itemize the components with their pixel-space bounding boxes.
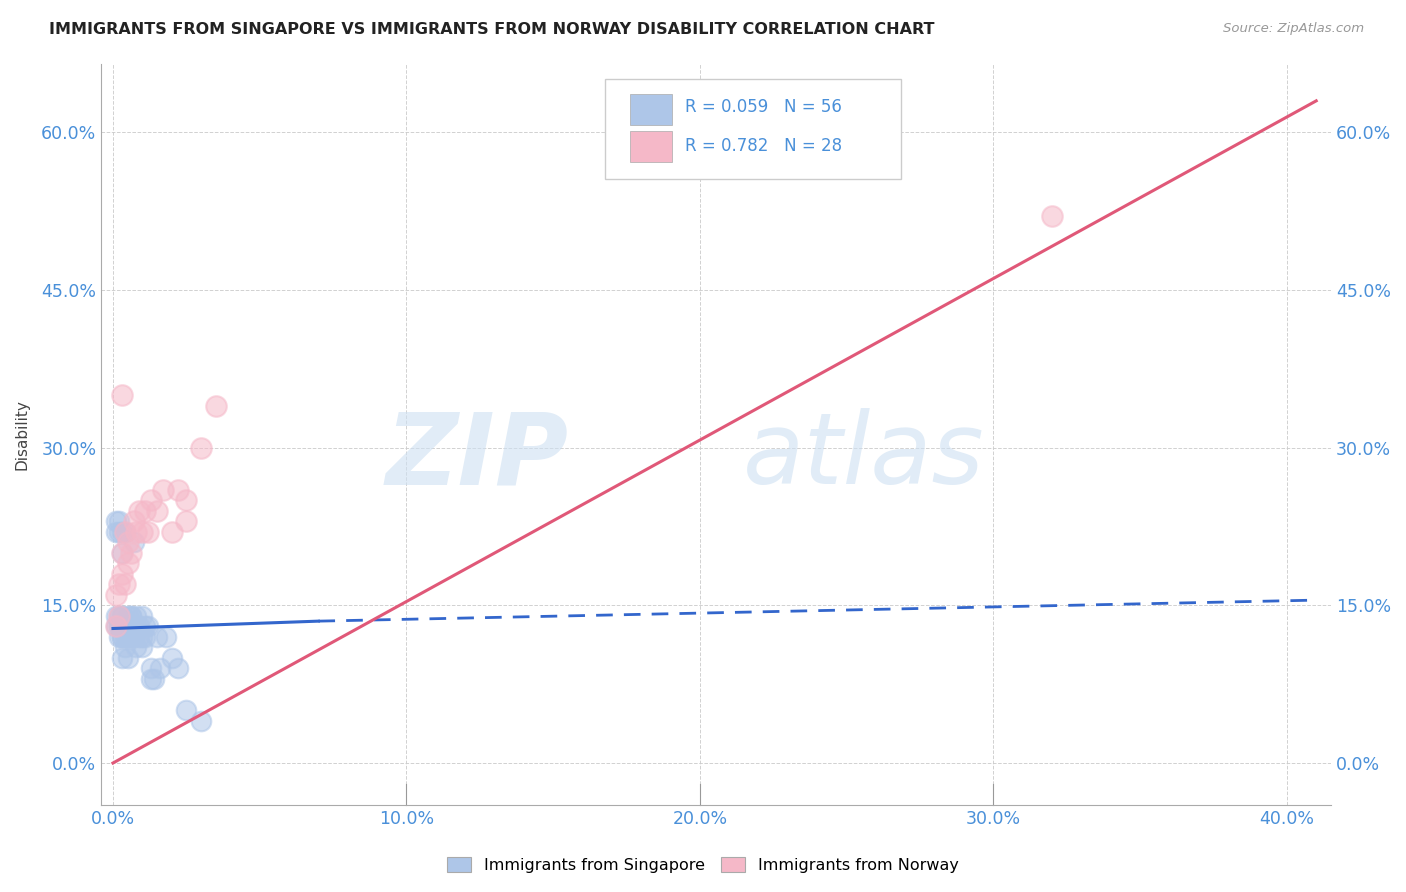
Point — [117, 619, 139, 633]
Point — [111, 566, 134, 581]
Point — [166, 661, 188, 675]
Point — [114, 524, 136, 539]
Point — [120, 608, 142, 623]
Point — [104, 588, 127, 602]
Point — [136, 619, 159, 633]
Point — [114, 630, 136, 644]
Point — [146, 504, 169, 518]
Point — [134, 504, 156, 518]
Point — [111, 630, 134, 644]
Point — [128, 619, 150, 633]
Point — [108, 514, 131, 528]
Text: R = 0.059   N = 56: R = 0.059 N = 56 — [685, 98, 842, 116]
Point — [139, 661, 162, 675]
Point — [122, 535, 145, 549]
Point — [136, 524, 159, 539]
Point — [190, 441, 212, 455]
Point — [104, 514, 127, 528]
Point — [108, 608, 131, 623]
Point — [111, 619, 134, 633]
Point — [1040, 210, 1063, 224]
Text: ZIP: ZIP — [385, 409, 568, 505]
Point — [111, 546, 134, 560]
Point — [146, 630, 169, 644]
Point — [117, 608, 139, 623]
FancyBboxPatch shape — [630, 131, 672, 161]
Point — [125, 608, 148, 623]
Point — [125, 524, 148, 539]
Point — [128, 630, 150, 644]
Text: R = 0.782   N = 28: R = 0.782 N = 28 — [685, 137, 842, 155]
Point — [120, 546, 142, 560]
Point — [190, 714, 212, 728]
Point — [160, 651, 183, 665]
Y-axis label: Disability: Disability — [15, 399, 30, 470]
Point — [111, 546, 134, 560]
Point — [111, 388, 134, 402]
Point — [104, 619, 127, 633]
Text: IMMIGRANTS FROM SINGAPORE VS IMMIGRANTS FROM NORWAY DISABILITY CORRELATION CHART: IMMIGRANTS FROM SINGAPORE VS IMMIGRANTS … — [49, 22, 935, 37]
Point — [111, 524, 134, 539]
FancyBboxPatch shape — [630, 94, 672, 125]
Point — [139, 672, 162, 686]
Point — [122, 630, 145, 644]
Point — [128, 504, 150, 518]
Point — [131, 630, 153, 644]
Point — [155, 630, 177, 644]
Point — [104, 608, 127, 623]
Point — [166, 483, 188, 497]
Point — [120, 619, 142, 633]
Point — [204, 399, 226, 413]
Point — [111, 630, 134, 644]
Point — [120, 630, 142, 644]
Point — [114, 619, 136, 633]
Point — [131, 608, 153, 623]
Point — [111, 608, 134, 623]
Point — [117, 535, 139, 549]
Point — [131, 640, 153, 655]
Point — [114, 640, 136, 655]
Point — [114, 524, 136, 539]
Point — [176, 704, 198, 718]
Point — [176, 493, 198, 508]
Point — [114, 577, 136, 591]
Point — [125, 640, 148, 655]
Point — [104, 524, 127, 539]
Point — [122, 619, 145, 633]
Point — [104, 619, 127, 633]
Point — [149, 661, 172, 675]
Point — [131, 524, 153, 539]
Point — [114, 619, 136, 633]
Legend: Immigrants from Singapore, Immigrants from Norway: Immigrants from Singapore, Immigrants fr… — [441, 851, 965, 880]
Point — [143, 672, 166, 686]
Point — [117, 630, 139, 644]
Point — [120, 608, 142, 623]
Point — [125, 619, 148, 633]
FancyBboxPatch shape — [606, 78, 900, 179]
Point — [160, 524, 183, 539]
Point — [176, 514, 198, 528]
Point — [108, 619, 131, 633]
Text: Source: ZipAtlas.com: Source: ZipAtlas.com — [1223, 22, 1364, 36]
Point — [108, 630, 131, 644]
Point — [152, 483, 174, 497]
Point — [108, 608, 131, 623]
Point — [111, 608, 134, 623]
Point — [111, 651, 134, 665]
Point — [117, 557, 139, 571]
Point — [108, 577, 131, 591]
Point — [108, 524, 131, 539]
Point — [139, 493, 162, 508]
Point — [117, 651, 139, 665]
Point — [108, 619, 131, 633]
Point — [134, 630, 156, 644]
Point — [117, 619, 139, 633]
Text: atlas: atlas — [742, 409, 984, 505]
Point — [134, 619, 156, 633]
Point — [122, 514, 145, 528]
